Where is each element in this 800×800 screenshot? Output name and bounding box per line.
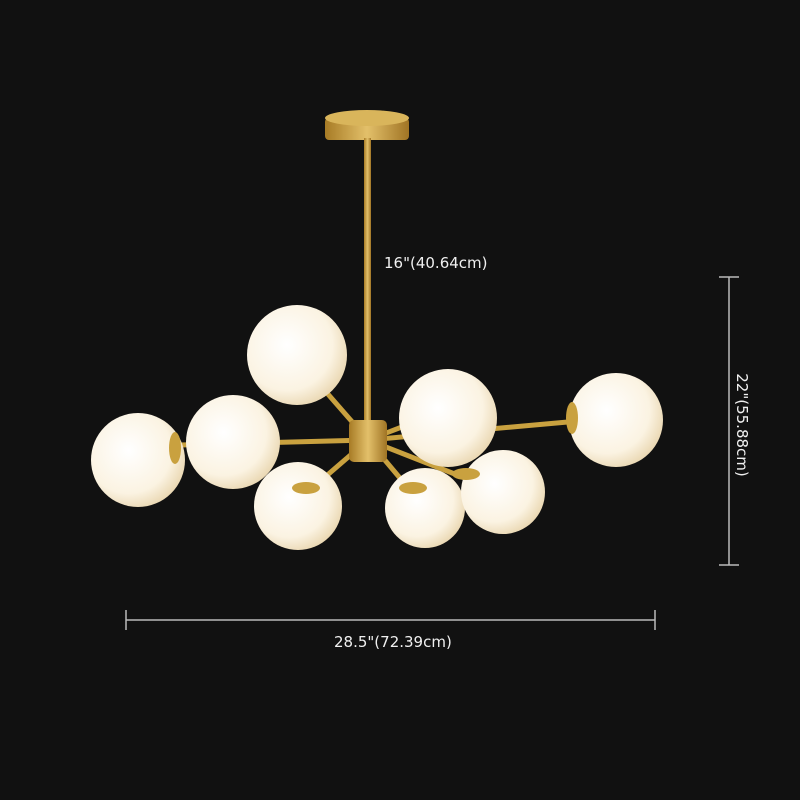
globe [254, 462, 342, 550]
canopy [325, 110, 409, 140]
width-dimension-line [125, 610, 656, 630]
globe [247, 305, 347, 405]
globe-holders [169, 402, 578, 494]
globes [91, 305, 663, 550]
hub [349, 420, 387, 462]
globe [385, 468, 465, 548]
rod-length-label: 16"(40.64cm) [384, 254, 488, 272]
globe [399, 369, 497, 467]
globe [186, 395, 280, 489]
globe [461, 450, 545, 534]
globe [91, 413, 185, 507]
height-dimension-line [719, 276, 739, 566]
width-label: 28.5"(72.39cm) [334, 633, 452, 651]
down-rod [364, 138, 371, 428]
globe [569, 373, 663, 467]
height-label: 22"(55.88cm) [733, 373, 751, 477]
